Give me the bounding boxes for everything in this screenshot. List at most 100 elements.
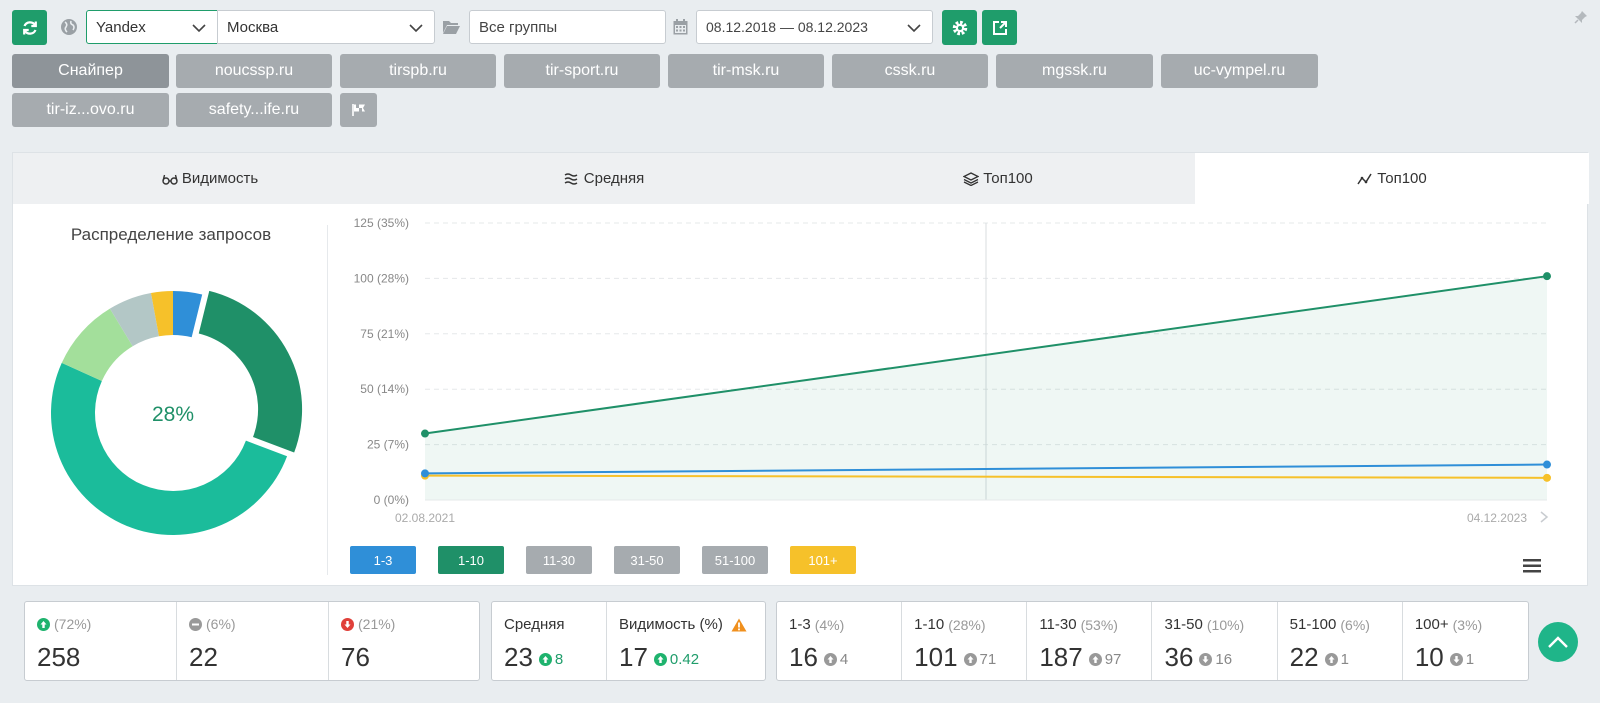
donut-slice-31-50[interactable] [61,308,133,381]
data-point-1-10[interactable] [421,429,429,438]
stat-down: (21%) 76 [329,602,479,680]
site-tab-sniper[interactable]: Снайпер [12,54,169,88]
donut-slice-1-10[interactable] [198,290,303,453]
series-line-1-3 [424,463,1548,475]
stat-average-delta: 8 [554,651,564,668]
site-tab-label: Снайпер [58,62,123,79]
tab-label: Видимость [181,170,259,187]
site-tab-label: tir-msk.ru [712,62,780,79]
stat-range-value: 16 [789,642,818,672]
arrow-up-circle-icon [653,653,667,666]
data-point-101+[interactable] [1543,473,1551,482]
export-button[interactable] [982,10,1017,45]
stat-range-pct: (28%) [948,616,986,633]
tab-top100-trend[interactable]: Топ100 [1195,153,1589,204]
minus-circle-icon [189,617,202,631]
stat-range-label: 100+ [1414,616,1449,633]
site-tab-tir-sport[interactable]: tir-sport.ru [504,54,660,88]
legend-item-11-30[interactable]: 11-30 [526,546,592,574]
flag-icon [351,104,365,116]
legend-item-1-3[interactable]: 1-3 [350,546,416,574]
donut-slice-11-30[interactable] [50,362,288,536]
site-tab-label: tir-sport.ru [545,62,619,79]
site-tab-mgssk[interactable]: mgssk.ru [996,54,1153,88]
site-tab-label: cssk.ru [884,62,936,79]
date-range-picker[interactable]: 08.12.2018 — 08.12.2023 [696,10,933,44]
refresh-icon [22,20,37,35]
folder-icon [443,21,460,34]
series-line-1-10 [424,275,1548,435]
tab-average[interactable]: Средняя [407,153,801,204]
stat-range-label: 11-30 [1039,616,1077,633]
content-tabs: Видимость Средняя Топ100 Топ100 [13,153,1589,204]
donut-slice-1-3[interactable] [173,291,203,338]
tab-label: Топ100 [1377,170,1427,187]
stat-range-delta: 97 [1104,651,1122,668]
site-tab-uc-vympel[interactable]: uc-vympel.ru [1161,54,1318,88]
donut-center-label: 28% [152,403,194,426]
stat-average-value: 23 [504,642,533,672]
range-stats: 1-3 (4%) 16 4 1-10 (28%) 101 71 11-30 (53%) 187 97 3… [776,601,1529,681]
legend-item-51-100[interactable]: 51-100 [702,546,768,574]
stat-up-pct: (72%) [54,616,92,632]
trend-icon [1357,173,1372,184]
site-tab-tir-izovo[interactable]: tir-iz...ovo.ru [12,93,169,127]
movement-stats: (72%) 258 (6%) 22 (21%) 76 [24,601,480,681]
distribution-title: Распределение запросов [70,225,272,244]
toolbar: Yandex Москва Все группы 08.12.2018 — 08… [12,9,1052,45]
arrow-up-circle-icon [823,653,837,666]
stat-visibility-label: Видимость (%) [619,616,723,633]
x-tick-label: 02.08.2021 [395,511,455,525]
site-tab-flag[interactable] [340,93,377,127]
menu-icon[interactable] [1523,559,1541,573]
tab-visibility[interactable]: Видимость [13,153,407,204]
legend-item-1-10[interactable]: 1-10 [438,546,504,574]
region-select[interactable]: Москва [217,10,435,44]
donut-slice-51-100[interactable] [109,292,159,347]
arrow-up-circle-icon [963,653,977,666]
refresh-button[interactable] [12,10,47,45]
settings-button[interactable] [942,10,977,45]
stat-range-5: 100+ (3%) 10 1 [1403,602,1528,680]
stat-range-value: 187 [1039,642,1083,672]
search-engine-select[interactable]: Yandex [86,10,218,44]
y-tick-label: 100 (28%) [354,271,409,285]
arrow-right-icon [1540,511,1549,523]
stat-range-pct: (10%) [1206,616,1245,633]
site-tab-label: tirspb.ru [389,62,447,79]
chevron-down-icon [192,24,206,33]
site-tab-noucssp[interactable]: noucssp.ru [176,54,332,88]
stat-range-label: 31-50 [1164,616,1203,633]
legend-item-101+[interactable]: 101+ [790,546,856,574]
data-point-1-3[interactable] [1543,460,1551,469]
stat-range-delta: 16 [1215,651,1233,668]
donut-slice-101+[interactable] [151,291,173,337]
scroll-top-button[interactable] [1538,622,1578,662]
groups-select[interactable]: Все группы [469,10,666,44]
stat-range-0: 1-3 (4%) 16 4 [777,602,903,680]
stat-range-label: 1-10 [914,616,945,633]
data-point-1-10[interactable] [1543,272,1551,281]
site-tab-tir-msk[interactable]: tir-msk.ru [668,54,824,88]
warning-icon[interactable] [731,618,747,632]
area-fill [425,276,1547,500]
gear-icon [952,20,967,35]
arrow-up-circle-icon [37,617,50,631]
stat-range-2: 11-30 (53%) 187 97 [1027,602,1153,680]
stat-range-label: 1-3 [789,616,811,633]
tab-top100-layers[interactable]: Топ100 [801,153,1195,204]
site-tab-safety-life[interactable]: safety...ife.ru [176,93,332,127]
legend-item-31-50[interactable]: 31-50 [614,546,680,574]
site-tab-cssk[interactable]: cssk.ru [832,54,988,88]
chevron-up-icon [1548,636,1568,648]
pin-icon[interactable] [1574,10,1588,24]
main-panel: Видимость Средняя Топ100 Топ100 Распреде… [12,152,1589,586]
stat-average: Средняя 23 8 [492,602,607,680]
stat-same-pct: (6%) [206,616,236,632]
globe-icon [61,19,77,35]
divider [327,225,328,575]
site-tab-tirspb[interactable]: tirspb.ru [340,54,496,88]
date-range-value: 08.12.2018 — 08.12.2023 [706,19,868,35]
stat-range-value: 22 [1289,642,1319,672]
data-point-1-3[interactable] [421,469,429,478]
